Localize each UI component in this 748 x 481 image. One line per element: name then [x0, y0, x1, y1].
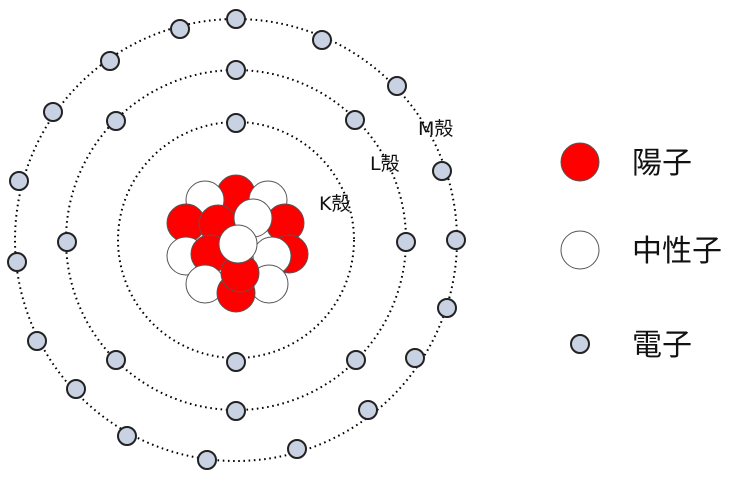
electrons: [7, 9, 466, 470]
electron: [197, 450, 217, 470]
electron: [7, 252, 27, 272]
electron: [226, 401, 246, 421]
electron: [446, 230, 466, 250]
electron: [312, 30, 332, 50]
legend-proton-swatch: [560, 142, 600, 182]
l-shell-label: L殻: [370, 153, 400, 175]
nucleus: [166, 174, 309, 313]
electron: [396, 232, 416, 252]
electron: [9, 171, 29, 191]
electron: [170, 19, 190, 39]
legend-proton-label: 陽子: [632, 146, 692, 181]
electron: [437, 298, 457, 318]
electron: [345, 110, 365, 130]
electron: [226, 113, 246, 133]
electron: [43, 102, 63, 122]
legend-electron-swatch: [570, 334, 590, 354]
electron: [226, 9, 246, 29]
legend-electron-label: 電子: [632, 328, 692, 363]
m-shell-label: M殻: [418, 118, 453, 140]
legend-neutron-swatch: [560, 230, 600, 270]
legend-neutron-label: 中性子: [632, 234, 722, 269]
electron: [117, 426, 137, 446]
k-shell-orbit: [117, 121, 355, 359]
electron: [405, 348, 425, 368]
electron: [100, 51, 120, 71]
k-shell-label: K殻: [319, 193, 350, 215]
electron: [432, 161, 452, 181]
legend: 陽子 中性子 電子: [560, 142, 722, 363]
electron: [57, 232, 77, 252]
electron: [358, 400, 378, 420]
electron: [66, 379, 86, 399]
electron: [226, 352, 246, 372]
electron: [106, 111, 126, 131]
electron: [287, 439, 307, 459]
electron: [27, 331, 47, 351]
electron: [226, 60, 246, 80]
electron: [346, 350, 366, 370]
electron: [387, 76, 407, 96]
neutron: [218, 224, 258, 264]
electron: [106, 350, 126, 370]
